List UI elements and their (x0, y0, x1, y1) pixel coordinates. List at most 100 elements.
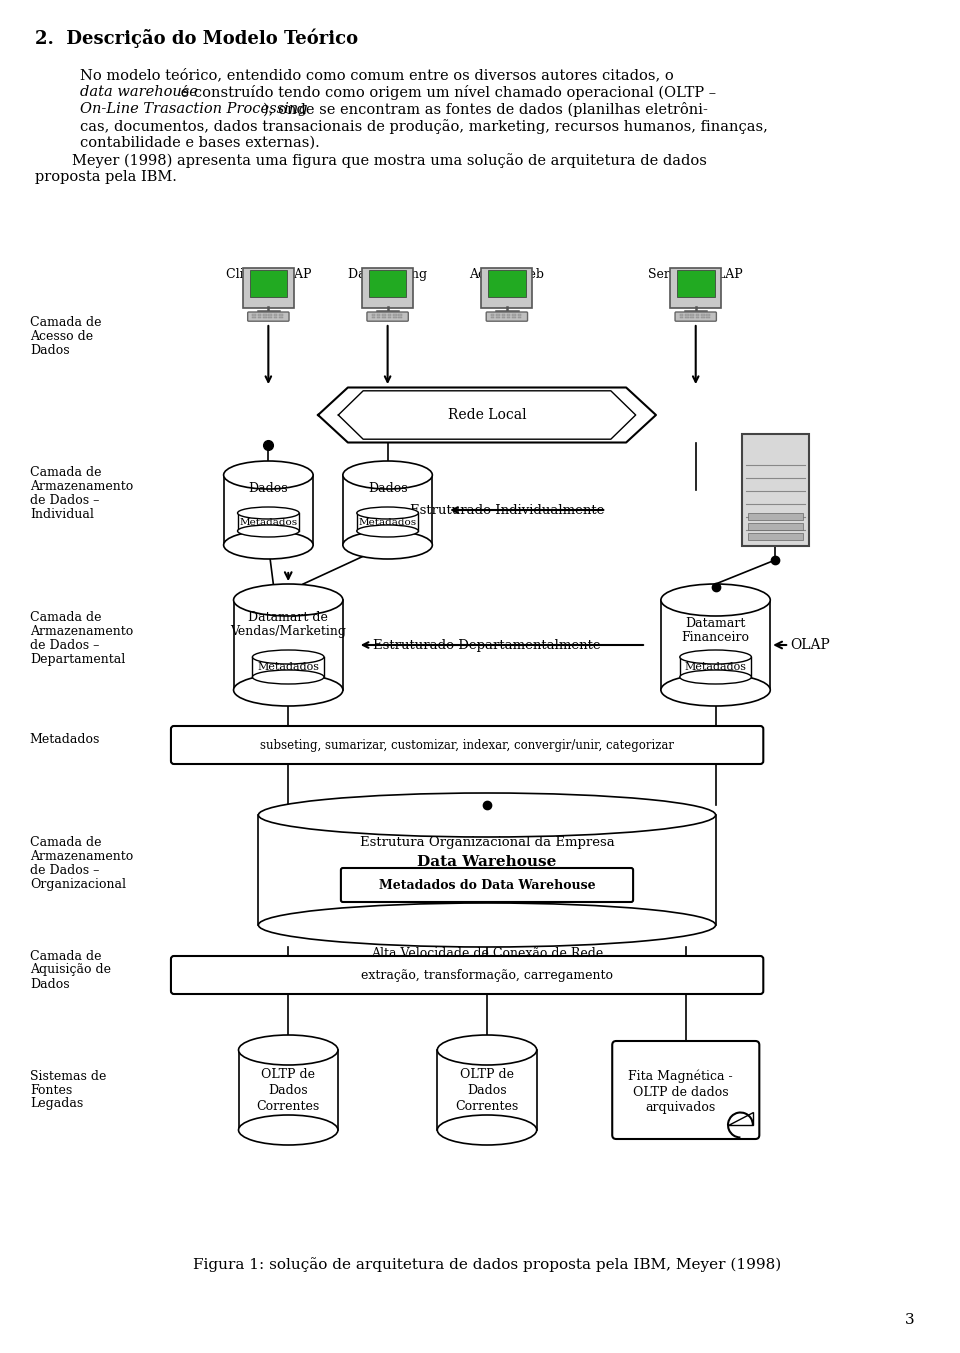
Text: Data Mining: Data Mining (348, 268, 427, 281)
FancyBboxPatch shape (491, 314, 494, 315)
Text: Sistemas de: Sistemas de (30, 1069, 107, 1082)
Ellipse shape (258, 902, 715, 947)
Text: Alta Velocidade de Conexão de Rede: Alta Velocidade de Conexão de Rede (371, 947, 603, 959)
Polygon shape (728, 1112, 754, 1124)
Ellipse shape (660, 584, 770, 616)
FancyBboxPatch shape (269, 317, 272, 318)
FancyBboxPatch shape (372, 314, 375, 315)
Text: Correntes: Correntes (455, 1100, 518, 1114)
Text: Armazenamento: Armazenamento (30, 479, 133, 492)
FancyBboxPatch shape (393, 314, 396, 315)
Text: Acesso de: Acesso de (30, 330, 93, 342)
FancyBboxPatch shape (685, 317, 688, 318)
FancyBboxPatch shape (341, 869, 633, 902)
Text: Fita Magnética -: Fita Magnética - (629, 1069, 733, 1082)
Text: On-Line Trasaction Processing: On-Line Trasaction Processing (80, 101, 307, 116)
Text: subseting, sumarizar, customizar, indexar, convergir/unir, categorizar: subseting, sumarizar, customizar, indexa… (260, 739, 674, 751)
FancyBboxPatch shape (675, 313, 716, 321)
FancyBboxPatch shape (377, 314, 380, 315)
FancyBboxPatch shape (398, 314, 402, 315)
Text: de Dados –: de Dados – (30, 639, 99, 652)
Text: Fontes: Fontes (30, 1084, 72, 1096)
Ellipse shape (438, 1035, 537, 1065)
Text: Camada de: Camada de (30, 610, 102, 624)
FancyBboxPatch shape (252, 658, 324, 676)
Text: Vendas/Marketing: Vendas/Marketing (230, 625, 347, 637)
Text: Metadados: Metadados (684, 662, 747, 672)
Text: data warehouse: data warehouse (80, 85, 198, 99)
FancyBboxPatch shape (696, 314, 699, 315)
Ellipse shape (252, 670, 324, 685)
FancyBboxPatch shape (248, 313, 289, 321)
FancyBboxPatch shape (690, 314, 694, 315)
FancyBboxPatch shape (507, 317, 511, 318)
FancyBboxPatch shape (488, 269, 526, 296)
Text: Datamart de: Datamart de (249, 610, 328, 624)
FancyBboxPatch shape (680, 658, 752, 676)
Text: Camada de: Camada de (30, 465, 102, 479)
FancyBboxPatch shape (707, 314, 710, 315)
FancyBboxPatch shape (491, 317, 494, 318)
FancyBboxPatch shape (701, 314, 705, 315)
FancyBboxPatch shape (507, 314, 511, 315)
Text: Camada de: Camada de (30, 836, 102, 848)
FancyBboxPatch shape (257, 317, 261, 318)
FancyBboxPatch shape (274, 314, 277, 315)
Ellipse shape (660, 674, 770, 706)
Text: Legadas: Legadas (30, 1097, 84, 1111)
Text: Acesso Web: Acesso Web (469, 268, 544, 281)
FancyBboxPatch shape (377, 317, 380, 318)
Text: Aquisição de: Aquisição de (30, 963, 110, 977)
Ellipse shape (343, 530, 432, 559)
Text: Dados: Dados (368, 482, 407, 494)
FancyBboxPatch shape (233, 599, 343, 690)
Ellipse shape (237, 507, 300, 520)
Text: Financeiro: Financeiro (682, 630, 750, 644)
FancyBboxPatch shape (501, 314, 505, 315)
FancyBboxPatch shape (748, 524, 803, 530)
Text: Estruturado Departamentalmente: Estruturado Departamentalmente (373, 639, 601, 652)
Text: arquivados: arquivados (646, 1101, 716, 1115)
FancyBboxPatch shape (263, 314, 267, 315)
Text: Dados: Dados (468, 1085, 507, 1097)
Text: Armazenamento: Armazenamento (30, 850, 133, 862)
Text: Individual: Individual (30, 507, 94, 521)
FancyBboxPatch shape (690, 317, 694, 318)
Text: OLTP de: OLTP de (261, 1069, 315, 1081)
Text: Metadados: Metadados (358, 517, 417, 526)
Text: Metadados: Metadados (30, 732, 100, 746)
Ellipse shape (237, 525, 300, 537)
Ellipse shape (680, 649, 752, 664)
Text: Figura 1: solução de arquitetura de dados proposta pela IBM, Meyer (1998): Figura 1: solução de arquitetura de dado… (193, 1257, 781, 1272)
FancyBboxPatch shape (171, 727, 763, 764)
FancyBboxPatch shape (517, 317, 521, 318)
FancyBboxPatch shape (257, 314, 261, 315)
FancyBboxPatch shape (274, 317, 277, 318)
Ellipse shape (238, 1115, 338, 1145)
Ellipse shape (238, 1035, 338, 1065)
FancyBboxPatch shape (224, 475, 313, 545)
Text: ), onde se encontram as fontes de dados (planilhas eletrôni-: ), onde se encontram as fontes de dados … (263, 101, 708, 116)
FancyBboxPatch shape (513, 317, 516, 318)
FancyBboxPatch shape (696, 317, 699, 318)
Ellipse shape (357, 525, 419, 537)
FancyBboxPatch shape (680, 314, 684, 315)
FancyBboxPatch shape (258, 815, 715, 925)
FancyBboxPatch shape (343, 475, 432, 545)
Text: Datamart: Datamart (685, 617, 746, 629)
FancyBboxPatch shape (252, 317, 255, 318)
Ellipse shape (224, 530, 313, 559)
Text: de Dados –: de Dados – (30, 494, 99, 506)
FancyBboxPatch shape (677, 269, 714, 296)
FancyBboxPatch shape (252, 314, 255, 315)
FancyBboxPatch shape (367, 313, 408, 321)
FancyBboxPatch shape (279, 317, 282, 318)
FancyBboxPatch shape (250, 269, 287, 296)
FancyBboxPatch shape (398, 317, 402, 318)
FancyBboxPatch shape (279, 314, 282, 315)
Polygon shape (318, 387, 656, 442)
FancyBboxPatch shape (680, 317, 684, 318)
Text: proposta pela IBM.: proposta pela IBM. (35, 170, 177, 184)
FancyBboxPatch shape (438, 1050, 537, 1130)
Text: OLAP: OLAP (790, 639, 829, 652)
